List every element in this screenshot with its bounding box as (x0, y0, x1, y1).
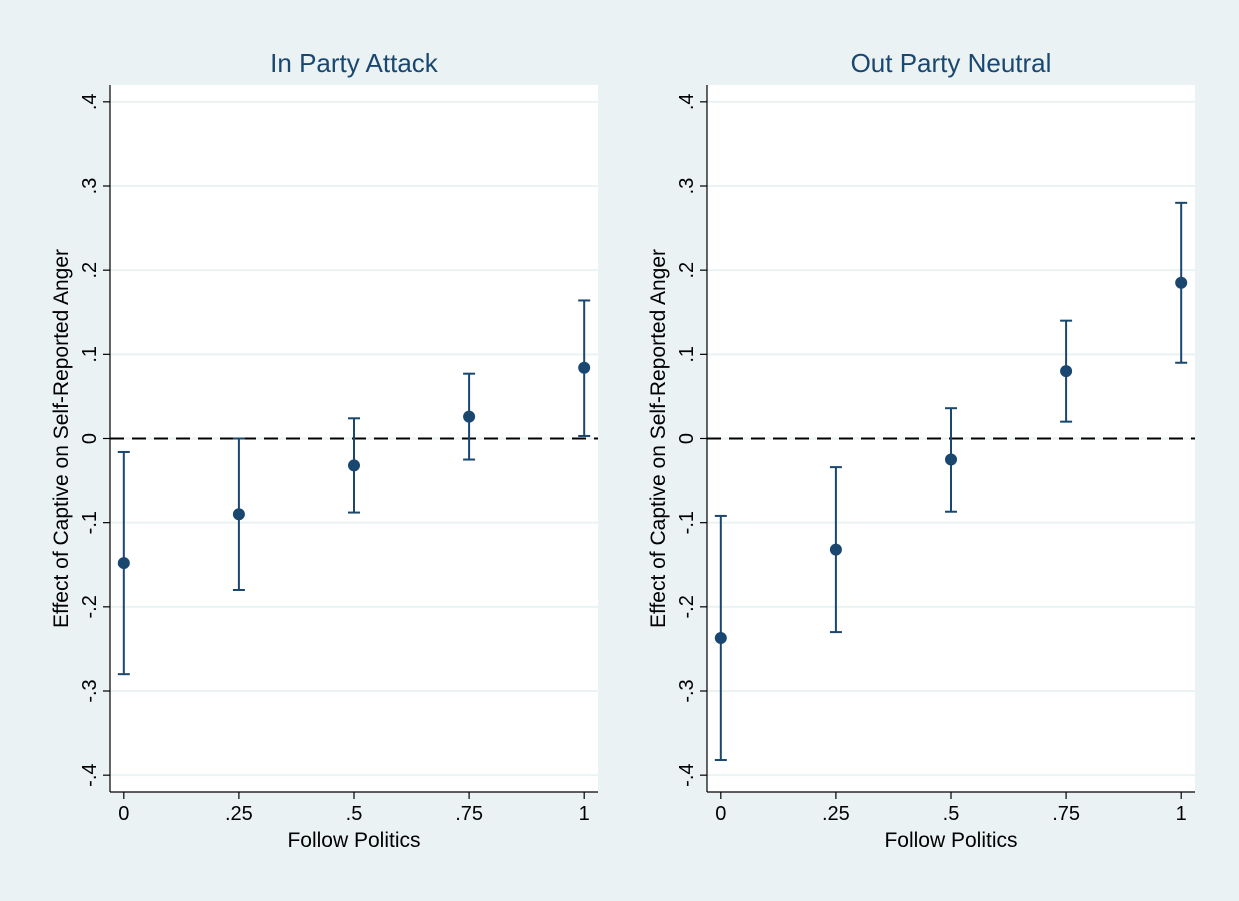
y-tick-label: 0 (79, 433, 101, 444)
x-tick-label: .75 (455, 803, 483, 825)
x-tick-label: .25 (822, 803, 850, 825)
y-tick-label: .4 (79, 93, 101, 110)
point-estimate-marker (829, 543, 842, 556)
y-tick-label: .2 (676, 262, 698, 279)
y-tick-label: -.2 (79, 595, 101, 618)
point-estimate-marker (232, 508, 245, 521)
y-tick-label: -.4 (79, 763, 101, 786)
y-tick-label: -.3 (79, 679, 101, 702)
chart-title: Out Party Neutral (851, 48, 1052, 78)
y-tick-label: .1 (676, 346, 698, 363)
x-tick-label: 0 (118, 803, 129, 825)
point-estimate-marker (117, 557, 130, 570)
x-tick-label: .5 (346, 803, 363, 825)
x-tick-label: .25 (225, 803, 253, 825)
chart-title: In Party Attack (270, 48, 439, 78)
panel-out-party-neutral: -.4 -.3 -.2 -.1 0 .1 .2 .3 .4 0 .25 .5 .75 1 Out Party… (647, 48, 1195, 852)
panel-in-party-attack: -.4 -.3 -.2 -.1 0 .1 .2 .3 .4 0 .25 .5 .75 1 In Party … (50, 48, 598, 852)
point-estimate-marker (945, 453, 957, 466)
y-axis-label: Effect of Captive on Self-Reported Anger (647, 249, 670, 628)
x-tick-label: 1 (1176, 803, 1187, 825)
y-tick-label: -.3 (676, 679, 698, 702)
y-tick-label: .1 (79, 346, 101, 363)
y-tick-label: -.1 (79, 511, 101, 534)
x-tick-label: 1 (579, 803, 590, 825)
point-estimate-marker (714, 631, 727, 644)
y-tick-label: -.2 (676, 595, 698, 618)
y-tick-label: .4 (676, 93, 698, 110)
x-axis-label: Follow Politics (884, 829, 1017, 852)
x-axis-label: Follow Politics (287, 829, 420, 852)
y-tick-label: .3 (676, 178, 698, 195)
y-tick-label: 0 (676, 433, 698, 444)
y-axis-label: Effect of Captive on Self-Reported Anger (50, 249, 73, 628)
point-estimate-marker (1060, 365, 1073, 378)
point-estimate-marker (1175, 276, 1188, 289)
point-estimate-marker (578, 361, 591, 374)
x-tick-label: 0 (715, 803, 726, 825)
y-tick-label: -.4 (676, 763, 698, 786)
point-estimate-marker (348, 459, 360, 472)
y-tick-label: .3 (79, 178, 101, 195)
y-tick-label: .2 (79, 262, 101, 279)
x-tick-label: .75 (1052, 803, 1080, 825)
point-estimate-marker (463, 410, 476, 423)
x-tick-label: .5 (943, 803, 960, 825)
y-tick-label: -.1 (676, 511, 698, 534)
